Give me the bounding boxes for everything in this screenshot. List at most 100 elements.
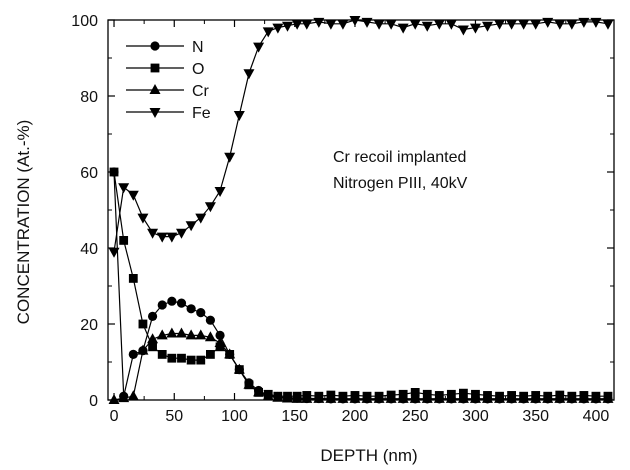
y-tick-label: 0 — [89, 393, 98, 410]
annotation-line-1: Cr recoil implanted — [333, 149, 466, 166]
legend-label-fe: Fe — [192, 105, 211, 122]
data-point-fe — [166, 232, 178, 243]
data-point-fe — [554, 19, 566, 30]
data-point-o — [148, 342, 157, 352]
x-tick-label: 250 — [402, 408, 429, 425]
data-point-o — [119, 236, 129, 245]
data-point-o — [128, 274, 138, 283]
data-point-fe — [602, 19, 614, 30]
data-point-n — [176, 298, 187, 308]
data-point-fe — [282, 21, 294, 32]
data-point-o — [410, 388, 420, 397]
plot-frame — [107, 19, 615, 401]
data-point-fe — [518, 19, 530, 30]
data-point-cr — [243, 378, 255, 389]
data-point-o — [138, 319, 148, 329]
series-line-n — [113, 171, 608, 400]
data-point-cr — [175, 327, 187, 338]
series-o — [109, 167, 613, 401]
series-n — [109, 167, 613, 404]
y-tick-label: 20 — [80, 317, 98, 334]
y-tick-label: 100 — [71, 13, 98, 30]
y-tick-label: 40 — [80, 241, 98, 258]
x-tick-label: 200 — [342, 408, 369, 425]
data-point-fe — [421, 21, 433, 32]
data-point-cr — [147, 333, 159, 344]
x-axis-title: DEPTH (nm) — [320, 446, 417, 465]
data-point-fe — [469, 23, 481, 34]
data-point-cr — [156, 329, 168, 340]
axes: 0 50 100 150 200 250 300 350 400 0 20 40 60 80 100 — [71, 13, 615, 425]
plot-area — [108, 16, 614, 404]
data-point-o — [206, 350, 215, 359]
data-point-o — [186, 355, 196, 365]
series-line-fe — [113, 19, 609, 252]
data-point-n — [128, 349, 138, 359]
data-point-fe — [118, 183, 130, 194]
data-point-fe — [175, 228, 187, 239]
data-point-fe — [127, 190, 139, 201]
x-tick-label: 350 — [522, 408, 549, 425]
data-point-fe — [147, 228, 159, 239]
data-point-fe — [224, 152, 236, 163]
data-point-fe — [494, 19, 506, 30]
data-point-fe — [337, 19, 349, 30]
y-axis-title: CONCENTRATION (At.-%) — [14, 120, 33, 325]
legend-marker-cr — [149, 84, 161, 94]
data-point-cr — [214, 337, 226, 347]
series-fe — [108, 16, 614, 258]
series-line-o — [113, 171, 608, 397]
data-point-fe — [108, 247, 120, 258]
data-point-fe — [233, 111, 245, 121]
x-tick-label: 300 — [462, 408, 489, 425]
data-point-n — [196, 308, 206, 318]
legend-label-n: N — [192, 39, 204, 56]
data-point-n — [167, 296, 177, 306]
data-point-cr — [262, 390, 274, 401]
data-point-cr — [272, 391, 284, 402]
legend-label-cr: Cr — [192, 83, 210, 100]
data-point-fe — [156, 232, 168, 243]
data-point-o — [196, 355, 206, 365]
data-point-cr — [127, 390, 139, 401]
data-point-fe — [385, 19, 397, 30]
data-point-fe — [137, 213, 149, 224]
data-point-fe — [204, 202, 216, 213]
data-point-fe — [373, 19, 385, 30]
data-point-fe — [457, 25, 469, 36]
data-point-cr — [224, 348, 236, 359]
data-point-cr — [185, 329, 197, 340]
data-point-o — [177, 353, 186, 363]
data-point-n — [205, 315, 216, 325]
data-point-fe — [195, 213, 207, 224]
data-point-o — [157, 350, 167, 359]
data-point-fe — [325, 19, 337, 30]
data-point-n — [186, 304, 196, 314]
legend-marker-n — [150, 41, 160, 51]
data-point-cr — [253, 386, 265, 397]
y-tick-label: 60 — [80, 165, 98, 182]
data-point-n — [147, 311, 158, 321]
data-point-fe — [272, 23, 284, 34]
data-point-fe — [482, 21, 493, 32]
data-point-cr — [166, 327, 178, 338]
data-point-fe — [445, 19, 457, 30]
y-tick-label: 80 — [80, 89, 98, 106]
data-point-n — [215, 330, 225, 340]
legend-marker-o — [150, 63, 160, 73]
data-point-n — [157, 300, 167, 310]
data-point-cr — [204, 331, 216, 342]
data-point-fe — [506, 19, 518, 30]
data-point-fe — [301, 19, 313, 30]
data-point-cr — [233, 363, 245, 374]
data-point-fe — [243, 69, 255, 80]
x-tick-label: 50 — [165, 408, 183, 425]
data-point-o — [167, 353, 177, 363]
x-tick-label: 150 — [281, 408, 308, 425]
data-point-fe — [185, 221, 197, 232]
legend-marker-fe — [149, 108, 161, 118]
legend-label-o: O — [192, 61, 204, 78]
data-point-fe — [262, 27, 274, 38]
